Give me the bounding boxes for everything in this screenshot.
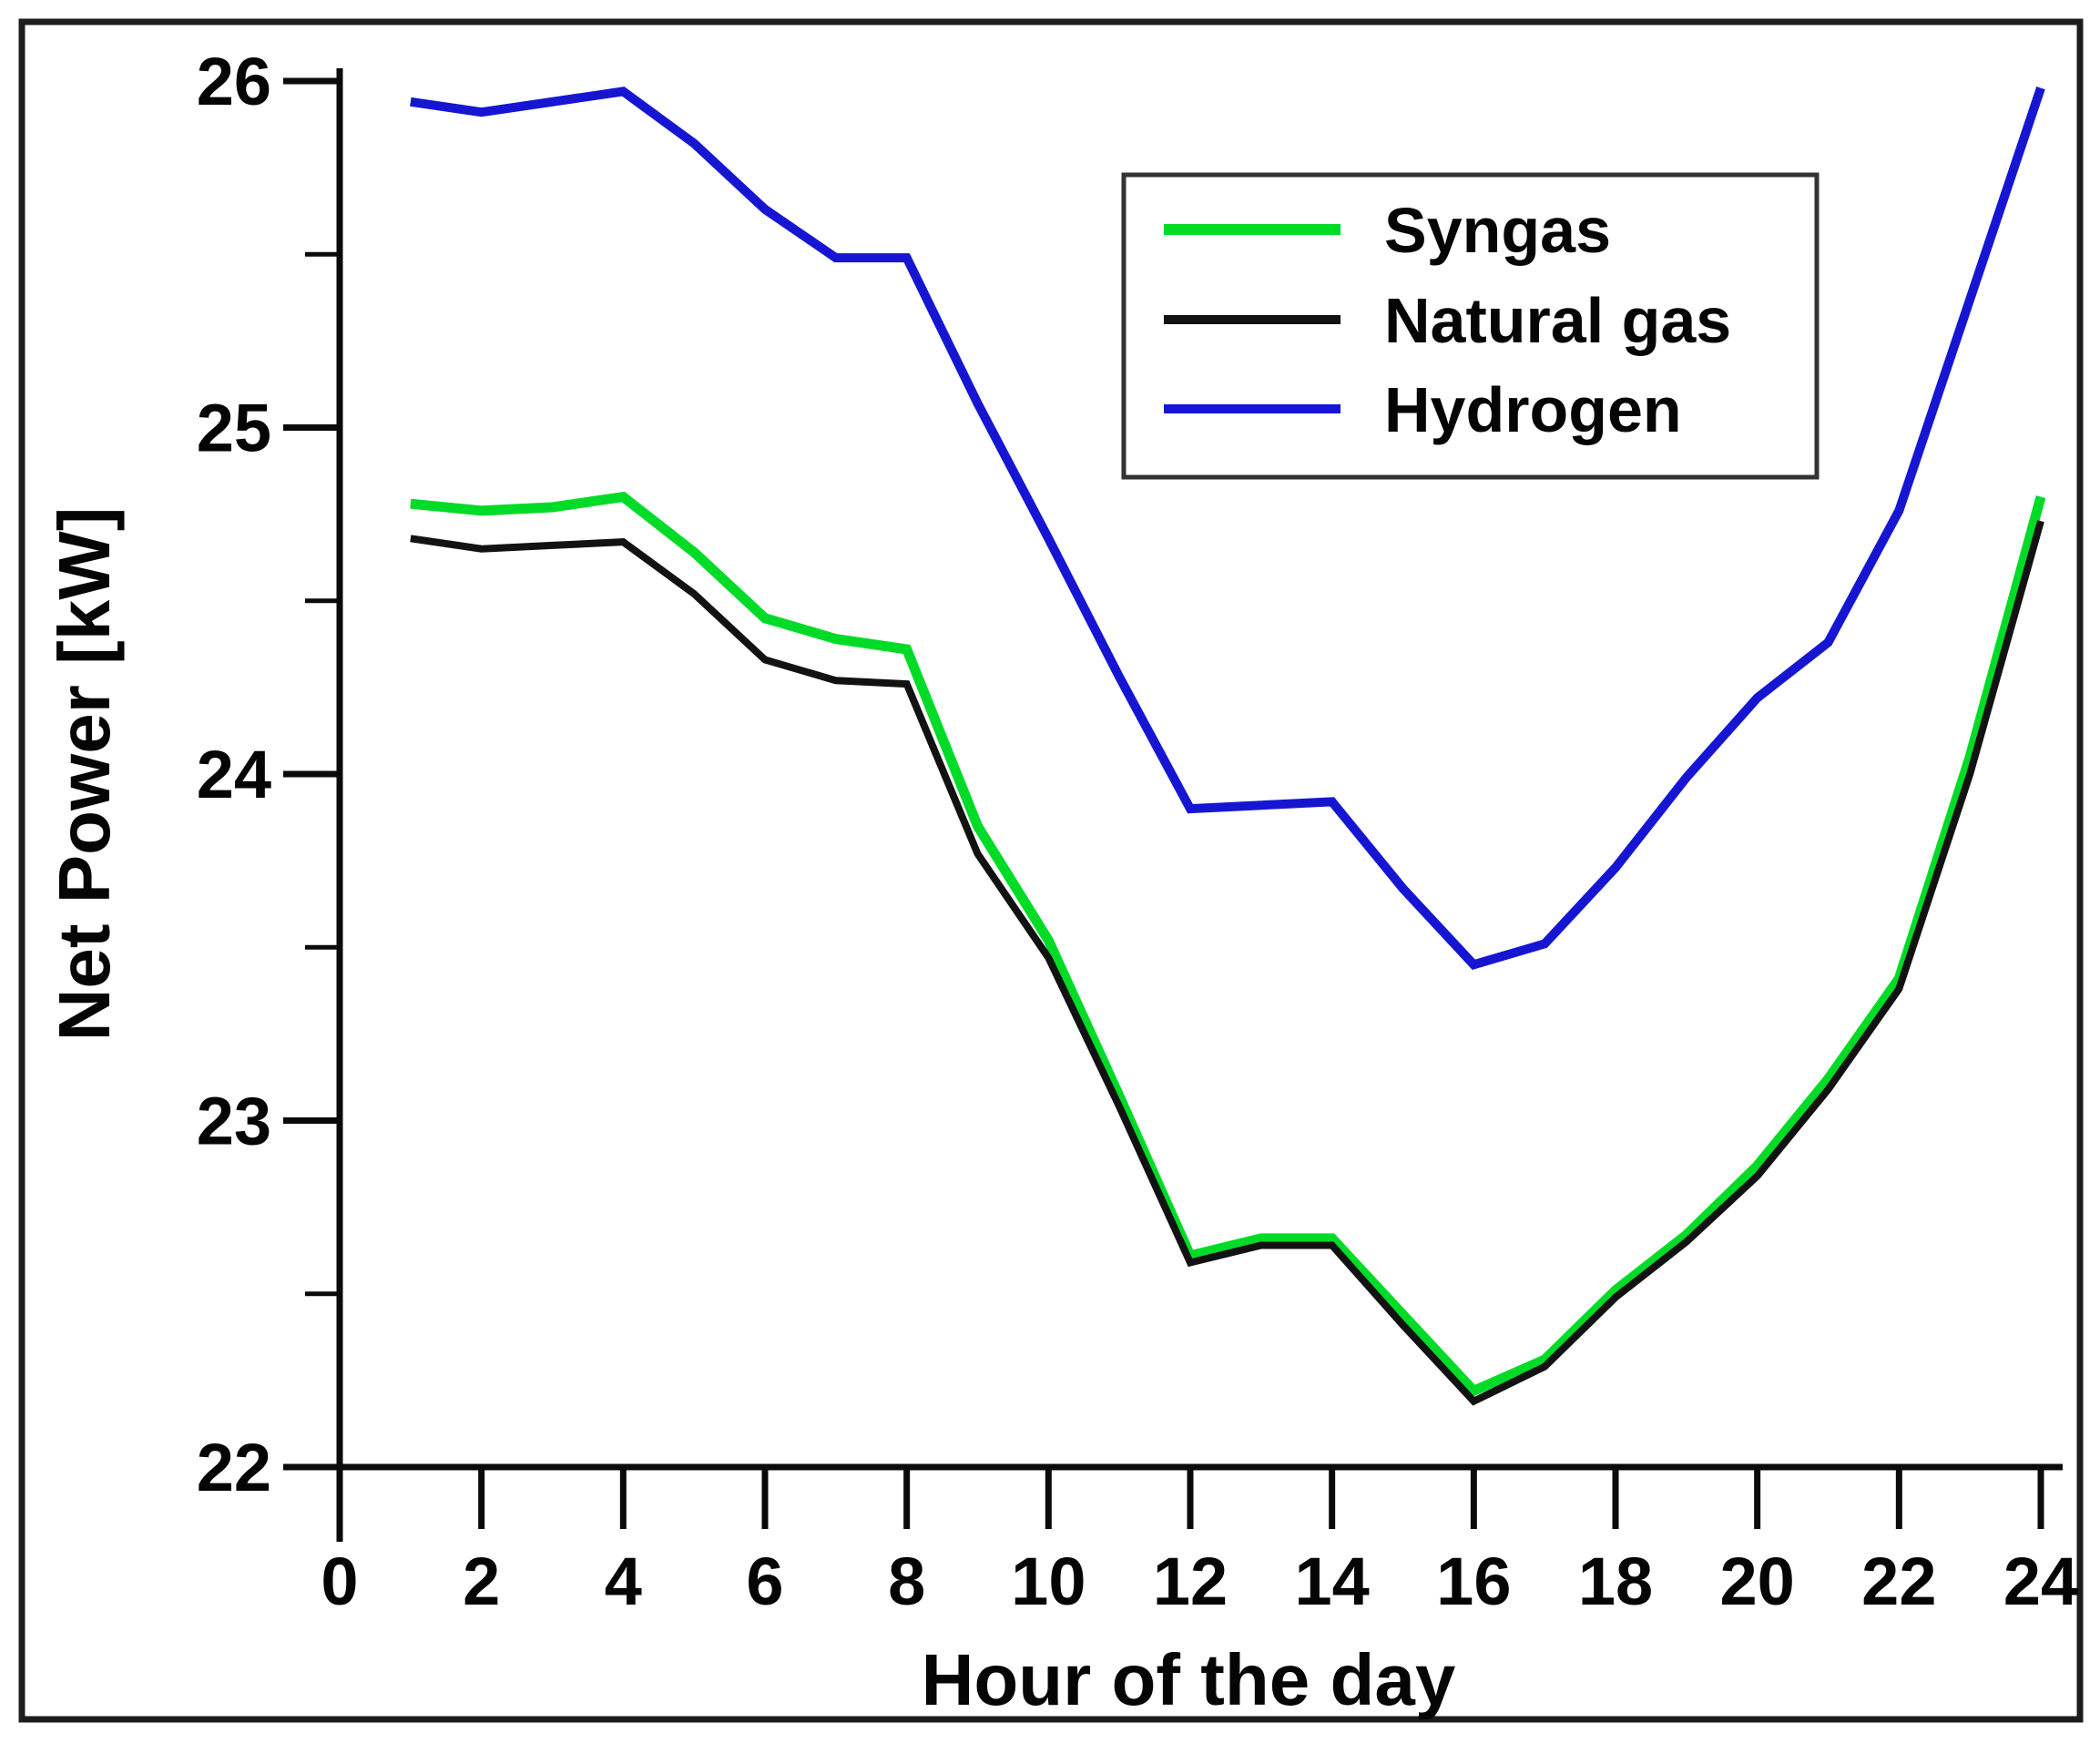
x-tick-label: 22 xyxy=(1861,1544,1936,1619)
legend: Syngas Natural gas Hydrogen xyxy=(1121,172,1820,480)
legend-label-hydrogen: Hydrogen xyxy=(1384,374,1682,445)
x-tick-label: 16 xyxy=(1436,1544,1511,1619)
x-axis-title: Hour of the day xyxy=(922,1639,1456,1720)
y-tick-label: 25 xyxy=(197,391,271,466)
x-tick-label: 18 xyxy=(1578,1544,1653,1619)
x-tick-label: 20 xyxy=(1720,1544,1795,1619)
series-line-natural-gas xyxy=(410,520,2044,1406)
legend-item-natural-gas: Natural gas xyxy=(1164,285,1731,356)
series-line-syngas xyxy=(410,491,2046,1397)
x-tick-label: 0 xyxy=(321,1544,358,1619)
x-tick-labels: 0 2 4 6 8 10 12 14 16 18 20 22 24 xyxy=(321,1544,2078,1619)
y-tick-labels: 22 23 24 25 26 xyxy=(197,44,271,1505)
y-tick-label: 26 xyxy=(197,44,271,119)
x-tick-label: 12 xyxy=(1153,1544,1228,1619)
y-tick-label: 22 xyxy=(197,1430,271,1505)
x-tick-label: 2 xyxy=(463,1544,500,1619)
legend-label-syngas: Syngas xyxy=(1384,195,1611,266)
legend-item-syngas: Syngas xyxy=(1164,195,1611,266)
x-tick-label: 10 xyxy=(1011,1544,1086,1619)
x-tick-label: 24 xyxy=(2003,1544,2078,1619)
series-line-hydrogen xyxy=(410,87,2045,970)
figure-border xyxy=(18,18,2084,1723)
x-tick-label: 8 xyxy=(888,1544,925,1619)
x-tick-label: 6 xyxy=(746,1544,783,1619)
legend-item-hydrogen: Hydrogen xyxy=(1164,374,1682,445)
y-axis-title: Net Power [kW] xyxy=(44,507,125,1042)
x-tick-label: 14 xyxy=(1295,1544,1370,1619)
y-tick-label: 23 xyxy=(197,1084,271,1159)
x-tick-label: 4 xyxy=(605,1544,642,1619)
y-tick-label: 24 xyxy=(197,737,271,812)
series-lines xyxy=(410,87,2046,1406)
legend-label-natural-gas: Natural gas xyxy=(1384,285,1731,356)
